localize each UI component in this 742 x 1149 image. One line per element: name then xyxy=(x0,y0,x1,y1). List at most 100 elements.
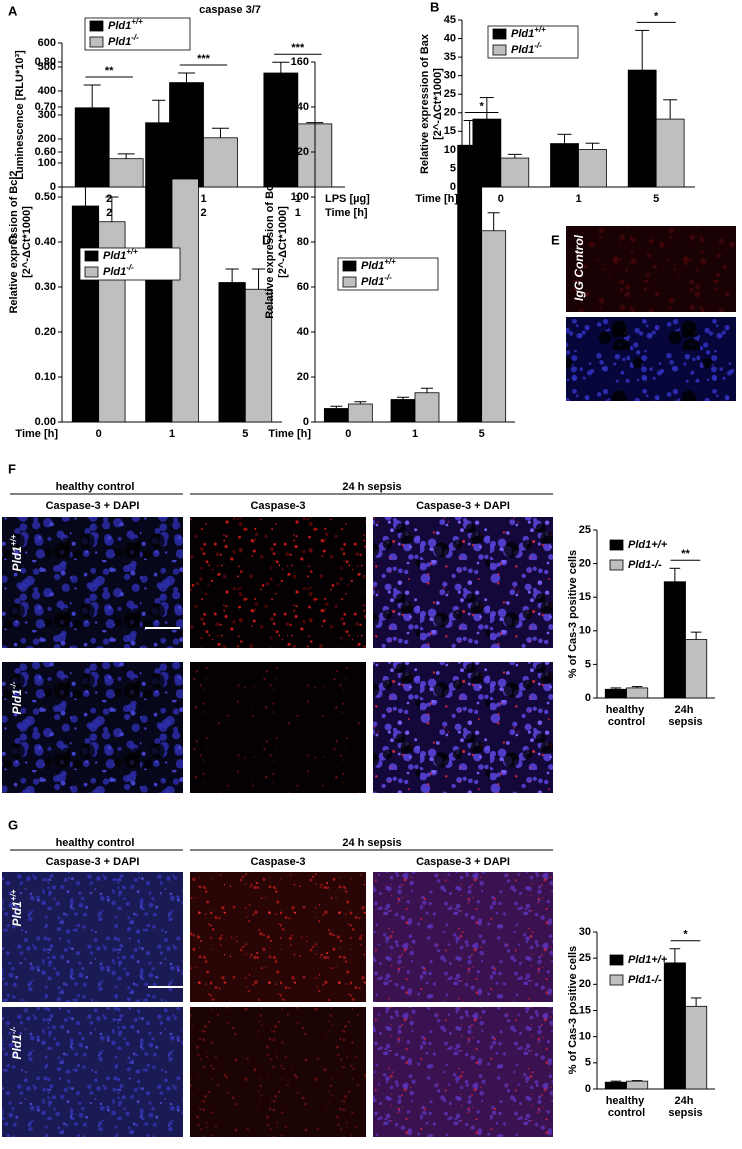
x-tick-label: 1 xyxy=(295,193,301,205)
legend-label: Pld1+/+ xyxy=(628,954,668,966)
row-label: Pld1+/+ xyxy=(9,889,24,926)
x-tick-label: 24h sepsis xyxy=(668,704,702,728)
label-line: control xyxy=(608,716,645,728)
legend-swatch xyxy=(609,539,624,551)
bar xyxy=(414,392,440,423)
y-axis-label: Relative expression of Bax xyxy=(419,33,431,174)
bar xyxy=(390,399,416,423)
bar xyxy=(481,230,507,423)
legend-label: Pld1-/- xyxy=(628,974,662,986)
x-tick-label: 1 xyxy=(575,193,581,205)
y-tick-label: 0.20 xyxy=(35,326,56,338)
column-title: Caspase-3 + DAPI xyxy=(416,500,510,512)
x-tick-label: 1 xyxy=(169,428,175,440)
legend-superscript: +/+ xyxy=(131,17,143,26)
row-label: Pld1-/- xyxy=(9,681,24,714)
legend-superscript: -/- xyxy=(126,263,134,272)
label-line: 24h xyxy=(674,1095,696,1107)
bar xyxy=(685,639,708,699)
column-title: Caspase-3 + DAPI xyxy=(46,500,140,512)
legend-superscript: +/+ xyxy=(9,534,18,546)
y-tick-label: 40 xyxy=(297,326,309,338)
bar xyxy=(263,72,299,188)
y-tick-label: 20 xyxy=(579,978,591,990)
y-tick-label: 0 xyxy=(585,692,591,704)
y-tick-label: 0.10 xyxy=(35,371,56,383)
y-tick-label: 25 xyxy=(579,952,591,964)
y-tick-label: 100 xyxy=(38,157,56,169)
micrograph xyxy=(190,662,366,793)
bar xyxy=(604,1081,627,1090)
legend-name-part: Pld1 xyxy=(103,266,126,278)
x-axis-label: Time [h] xyxy=(15,428,58,440)
y-tick-label: 500 xyxy=(38,61,56,73)
legend-label: Pld1-/- xyxy=(103,263,134,278)
column-title: Caspase-3 xyxy=(250,500,305,512)
legend-label: Pld1-/- xyxy=(511,41,542,56)
legend-superscript: +/+ xyxy=(534,25,546,34)
y-tick-label: 15 xyxy=(444,125,456,137)
y-tick-label: 5 xyxy=(585,1057,591,1069)
bar xyxy=(171,178,199,423)
y-tick-label: 5 xyxy=(450,162,456,174)
bar xyxy=(626,1080,649,1090)
x-axis-label: LPS [µg] xyxy=(325,193,370,205)
x-tick-label-2: 2 xyxy=(200,207,206,219)
legend-swatch xyxy=(89,36,104,48)
x-tick-label: 1 xyxy=(412,428,418,440)
y-tick-label: 0.30 xyxy=(35,281,56,293)
significance-label: * xyxy=(683,929,688,941)
bar xyxy=(626,687,649,699)
y-tick-label: 10 xyxy=(579,1031,591,1043)
label-line: sepsis xyxy=(668,1107,702,1119)
y-tick-label: 600 xyxy=(38,37,56,49)
row-label: Pld1+/+ xyxy=(9,534,24,571)
y-axis-label: % of Cas-3 positive cells xyxy=(567,550,579,678)
legend-name-part: Pld1 xyxy=(10,1034,24,1060)
y-tick-label: 20 xyxy=(579,558,591,570)
y-tick-label: 0 xyxy=(303,416,309,428)
group-header: healthy control xyxy=(56,837,135,849)
legend-swatch xyxy=(89,20,104,32)
y-tick-label: 45 xyxy=(444,14,456,26)
legend-swatch xyxy=(492,44,507,56)
x-tick-label-2: 2 xyxy=(106,207,112,219)
y-tick-label: 15 xyxy=(579,1004,591,1016)
bar xyxy=(74,107,110,188)
y-tick-label: 200 xyxy=(38,133,56,145)
y-tick-label: 80 xyxy=(297,236,309,248)
bar xyxy=(108,158,144,188)
bar xyxy=(604,688,627,699)
significance-label: *** xyxy=(291,42,305,54)
micrograph xyxy=(566,317,736,401)
x-tick-label: 0 xyxy=(345,428,351,440)
significance-label: *** xyxy=(197,53,211,65)
y-tick-label: 25 xyxy=(444,88,456,100)
y-tick-label: 0.50 xyxy=(35,191,56,203)
y-axis-label: Relative expression of Bcl2 xyxy=(8,170,20,313)
micrograph xyxy=(190,872,366,1002)
column-title: Caspase-3 + DAPI xyxy=(416,856,510,868)
panel-label: A xyxy=(8,3,18,18)
column-title: Caspase-3 xyxy=(250,856,305,868)
y-tick-label: 0 xyxy=(585,1083,591,1095)
bar xyxy=(71,205,100,423)
legend-superscript: -/- xyxy=(384,273,392,282)
micrograph xyxy=(373,662,553,793)
bar xyxy=(663,581,686,699)
y-tick-label: 10 xyxy=(579,625,591,637)
y-tick-label: 35 xyxy=(444,51,456,63)
micrograph xyxy=(190,517,366,648)
y-tick-label: 10 xyxy=(444,144,456,156)
y-tick-label: 300 xyxy=(38,109,56,121)
label-line: sepsis xyxy=(668,716,702,728)
panel-label: B xyxy=(430,0,439,14)
legend-label: Pld1+/+ xyxy=(108,17,143,32)
legend-label: Pld1-/- xyxy=(108,33,139,48)
micrograph xyxy=(190,1007,366,1137)
x-tick-label: 0 xyxy=(96,428,102,440)
micrograph xyxy=(2,517,183,648)
legend-swatch xyxy=(492,28,507,40)
micrograph xyxy=(2,1007,183,1137)
